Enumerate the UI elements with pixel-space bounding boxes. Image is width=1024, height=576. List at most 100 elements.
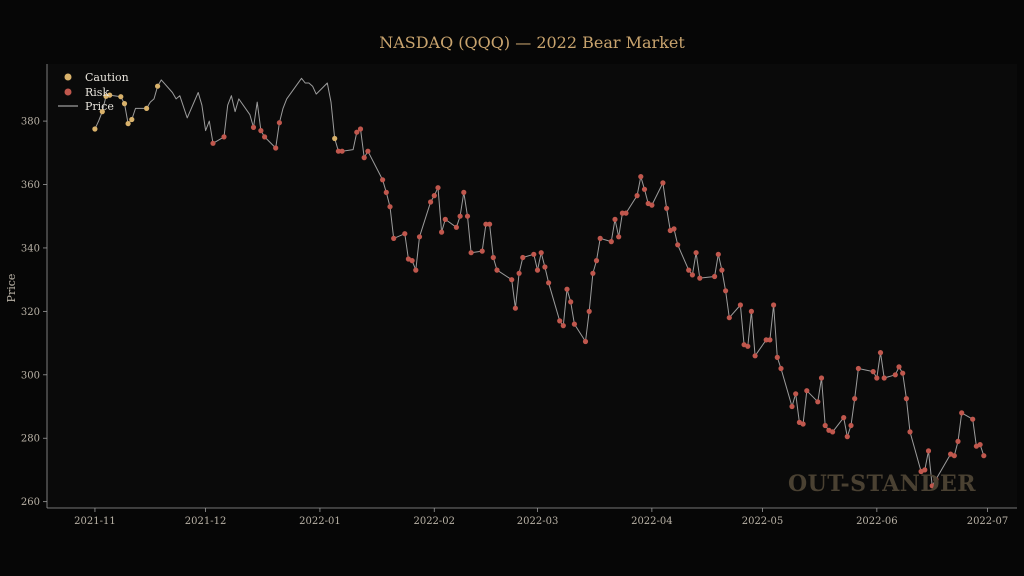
risk-point [413, 267, 419, 273]
risk-point [464, 213, 471, 219]
risk-point [900, 370, 906, 376]
risk-point [616, 234, 622, 240]
risk-point [339, 148, 345, 154]
risk-point [250, 124, 257, 130]
risk-point [970, 416, 976, 422]
risk-point [273, 145, 279, 151]
risk-point [929, 483, 935, 489]
risk-point [428, 199, 434, 205]
risk-point [877, 350, 884, 356]
x-tick-label: 2022-04 [631, 516, 673, 527]
risk-point [855, 365, 862, 372]
legend-risk-label: Risk [85, 86, 109, 99]
x-tick-label: 2022-05 [742, 516, 784, 527]
risk-point [649, 202, 655, 208]
caution-point [92, 126, 98, 132]
risk-point [723, 288, 729, 294]
risk-point [922, 467, 928, 473]
legend: Caution Risk Price [58, 71, 129, 113]
risk-point [896, 364, 902, 370]
risk-point [276, 120, 282, 126]
risk-point [416, 234, 423, 240]
risk-point [586, 308, 592, 314]
risk-point [597, 235, 603, 241]
caution-point [332, 135, 338, 142]
risk-point [623, 210, 629, 216]
risk-point [767, 337, 773, 343]
x-tick-label: 2021-12 [185, 516, 227, 527]
risk-point [848, 422, 854, 429]
risk-point [726, 315, 732, 321]
risk-point [582, 338, 589, 345]
risk-point [357, 126, 364, 132]
risk-point [453, 224, 459, 230]
plot-area [47, 64, 1017, 508]
risk-point [335, 148, 341, 154]
risk-point [468, 250, 474, 256]
legend-risk-marker [64, 88, 72, 96]
risk-point [804, 388, 810, 394]
risk-point [221, 134, 227, 140]
risk-point [494, 267, 500, 273]
risk-point [818, 375, 825, 381]
y-axis-label: Price [5, 274, 18, 303]
caution-point [107, 92, 113, 98]
risk-point [442, 216, 448, 222]
risk-point [568, 299, 574, 305]
risk-point [431, 193, 437, 199]
risk-point [546, 280, 552, 286]
risk-point [534, 267, 541, 273]
risk-point [763, 337, 769, 343]
risk-point [822, 422, 828, 429]
caution-point [144, 105, 150, 111]
risk-point [487, 221, 493, 227]
caution-point [125, 121, 131, 127]
risk-point [560, 323, 566, 329]
risk-point [778, 365, 784, 372]
risk-point [771, 302, 777, 308]
risk-point [638, 174, 644, 180]
x-tick-label: 2022-01 [299, 516, 341, 527]
risk-point [641, 186, 648, 192]
risk-point [737, 302, 744, 308]
risk-point [590, 270, 596, 276]
risk-point [512, 305, 519, 311]
risk-point [660, 180, 666, 186]
risk-point [841, 415, 847, 421]
risk-point [793, 391, 799, 397]
risk-point [844, 434, 850, 440]
risk-point [907, 429, 913, 435]
risk-point [634, 193, 640, 199]
legend-price-label: Price [85, 100, 114, 113]
y-tick-label: 300 [21, 370, 40, 381]
legend-caution-label: Caution [85, 71, 129, 84]
x-axis-ticks: 2021-11 2021-12 2022-01 2022-02 2022-03 2022-… [74, 508, 1008, 527]
x-tick-label: 2022-02 [413, 516, 455, 527]
risk-point [892, 372, 898, 378]
risk-point [903, 396, 910, 402]
caution-markers [92, 83, 338, 142]
risk-point [435, 185, 441, 191]
risk-point [789, 403, 795, 410]
risk-point [693, 250, 699, 256]
caution-point [129, 116, 135, 123]
chart-title: NASDAQ (QQQ) — 2022 Bear Market [379, 33, 685, 52]
risk-point [830, 429, 836, 435]
risk-point [509, 277, 515, 283]
watermark: OUT-STANDER [788, 471, 976, 497]
risk-point [870, 369, 876, 375]
risk-point [365, 148, 371, 154]
risk-point [457, 213, 463, 219]
legend-caution-marker [64, 73, 72, 81]
caution-point [155, 83, 161, 89]
risk-point [752, 353, 758, 359]
risk-point [520, 254, 526, 261]
y-tick-label: 280 [21, 434, 40, 445]
risk-point [715, 251, 721, 257]
risk-point [686, 267, 692, 273]
risk-point [671, 226, 677, 232]
risk-point [874, 375, 880, 381]
risk-point [516, 270, 522, 276]
caution-point [99, 109, 105, 115]
